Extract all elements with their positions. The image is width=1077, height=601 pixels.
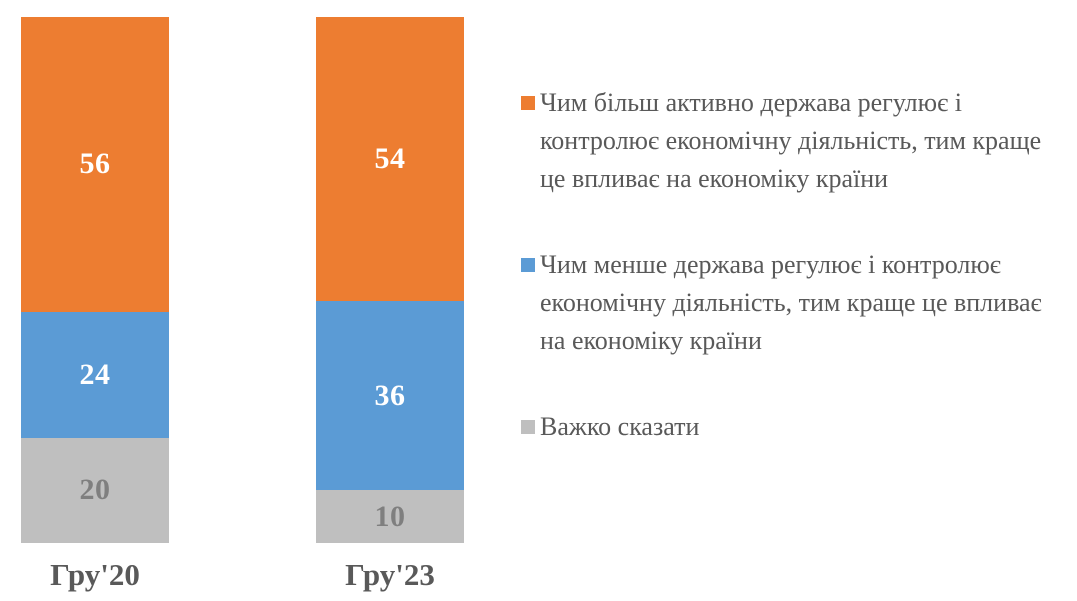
data-label: 56 (79, 147, 111, 181)
data-label: 10 (374, 499, 406, 533)
data-label: 20 (79, 473, 111, 507)
legend-item-hard-to-say: Важко сказати (521, 408, 1073, 446)
legend-swatch-blue-icon (521, 258, 535, 272)
legend: Чим більш активно держава регулює і конт… (521, 84, 1073, 446)
data-label: 54 (374, 142, 406, 175)
legend-item-label: Чим більш активно держава регулює і конт… (540, 88, 1042, 193)
bar-segment: 24 (21, 311, 169, 438)
plot-area: 56 24 20 Гру'20 54 36 10 Гру'23 (0, 0, 500, 601)
bar-segment: 20 (21, 437, 169, 543)
bar-segment: 36 (316, 301, 464, 491)
legend-item-more-state-regulation: Чим більш активно держава регулює і конт… (521, 84, 1073, 198)
category-label: Гру'23 (345, 556, 435, 592)
legend-swatch-orange-icon (521, 96, 535, 110)
legend-item-less-state-regulation: Чим менше держава регулює і контролює ек… (521, 246, 1073, 360)
bar-segment: 56 (21, 17, 169, 312)
data-label: 36 (374, 378, 406, 412)
category-label: Гру'20 (50, 556, 140, 592)
legend-item-label: Важко сказати (540, 412, 700, 441)
legend-item-label: Чим менше держава регулює і контролює ек… (540, 250, 1042, 355)
bar-stack: 56 24 20 (21, 17, 169, 543)
bar-column: 56 24 20 Гру'20 (21, 17, 169, 593)
bar-segment: 54 (316, 17, 464, 301)
bar-stack: 54 36 10 (316, 17, 464, 543)
bar-segment: 10 (316, 490, 464, 543)
bar-column: 54 36 10 Гру'23 (316, 17, 464, 593)
data-label: 24 (79, 357, 111, 391)
legend-swatch-gray-icon (521, 420, 535, 434)
